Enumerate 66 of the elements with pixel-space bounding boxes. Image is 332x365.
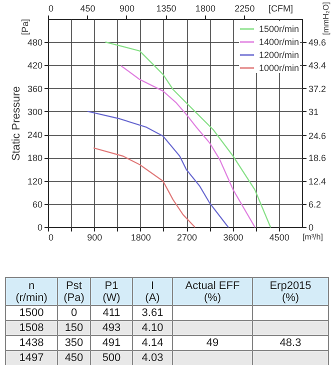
y-tick-label: 120 (27, 176, 42, 186)
x-tick-label: 3600 (223, 232, 244, 242)
x-tick-label: 4500 (269, 232, 290, 242)
y-tick-label: 180 (27, 153, 42, 164)
y2-tick-label: 43.4 (308, 60, 326, 71)
y2-tick-label: 31 (308, 106, 319, 117)
text: Actual EFF (%) (172, 278, 252, 306)
x2-tick-label: 1800 (195, 4, 216, 14)
x2-axis-title: [CFM] (268, 4, 293, 14)
text: 1438 (6, 336, 58, 350)
line-series (93, 147, 196, 228)
text: I (A) (132, 278, 172, 306)
text: 450 (58, 350, 90, 365)
y-tick-label: 300 (27, 106, 42, 117)
legend-label: 1000r/min (259, 63, 300, 73)
legend-label: 1200r/min (259, 50, 300, 60)
line-series (87, 110, 229, 228)
text: P1 (W) (90, 278, 132, 306)
legend-label: 1400r/min (259, 37, 300, 47)
legend-label: 1500r/min (259, 24, 300, 34)
x2-tick-label: 0 (48, 4, 54, 14)
y2-tick-label: 49.6 (308, 38, 326, 48)
y-tick-label: 360 (27, 84, 42, 94)
x2-tick-label: 2250 (234, 4, 255, 14)
line-series (120, 65, 256, 228)
x2-tick-label: 1350 (156, 4, 176, 14)
text: 350 (58, 336, 90, 350)
y2-tick-label: 18.6 (308, 153, 326, 164)
text: 150 (58, 320, 90, 336)
text: 500 (90, 350, 132, 365)
y2-tick-label: 24.6 (308, 130, 326, 141)
y-axis-title: Static Pressure (10, 86, 22, 161)
y2-tick-label: 12.4 (308, 176, 326, 186)
text: 1500 (6, 306, 58, 320)
text: 0 (58, 306, 90, 320)
text: 491 (90, 336, 132, 350)
y2-tick-label: 6.2 (308, 199, 322, 210)
y2-axis-title: [mmH₂O] (322, 2, 330, 35)
text: 4.10 (132, 320, 172, 336)
text: 4.14 (132, 336, 172, 350)
x-tick-label: 2700 (177, 232, 198, 242)
text: Erp2015 (%) (252, 278, 328, 306)
x-tick-label: 1800 (130, 232, 151, 242)
text: 3.61 (132, 306, 172, 320)
text: 4.03 (132, 350, 172, 365)
x2-tick-label: 900 (119, 4, 134, 14)
x-tick-label: 0 (48, 232, 54, 242)
text: 49 (172, 336, 252, 350)
y2-tick-label: 0 (308, 222, 314, 232)
y-tick-label: 240 (27, 130, 42, 140)
y-tick-label: 480 (27, 38, 42, 48)
x-axis-title: [m³/h] (302, 232, 323, 242)
text: [Pa] (20, 18, 30, 36)
text: Pst (Pa) (58, 278, 90, 306)
text: 411 (90, 306, 132, 320)
text: 48.3 (252, 336, 328, 350)
y2-tick-label: 37.2 (308, 84, 326, 94)
x-tick-label: 900 (87, 232, 102, 242)
y-tick-label: 420 (27, 60, 42, 71)
text: n (r/min) (6, 278, 58, 306)
text: 493 (90, 320, 132, 336)
text: 1508 (6, 320, 58, 336)
text: 1497 (6, 350, 58, 365)
x2-tick-label: 450 (80, 4, 96, 14)
y-tick-label: 60 (32, 199, 42, 210)
y-tick-label: 0 (37, 222, 42, 232)
